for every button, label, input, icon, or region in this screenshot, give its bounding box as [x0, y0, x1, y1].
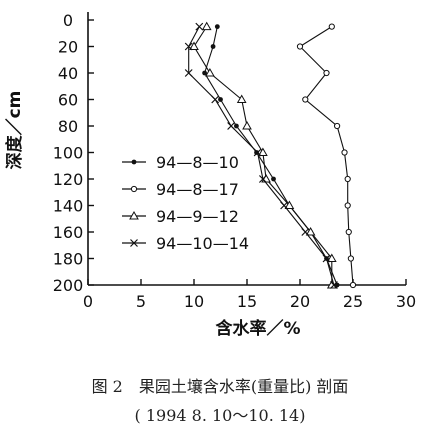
data-point — [184, 42, 193, 51]
data-point — [258, 175, 267, 183]
x-axis-label: 含水率／% — [215, 318, 300, 339]
data-point — [334, 122, 341, 130]
data-point — [184, 69, 193, 77]
data-point — [296, 43, 304, 50]
data-point — [130, 185, 138, 193]
series-4 — [184, 22, 338, 289]
data-point — [280, 201, 289, 210]
x-tick-label: 5 — [136, 292, 146, 311]
y-tick-label: 80 — [58, 117, 78, 136]
data-point — [341, 149, 348, 156]
data-point — [284, 200, 295, 209]
data-point — [189, 41, 199, 50]
data-point — [195, 22, 204, 31]
data-point — [234, 123, 239, 129]
x-tick-label: 30 — [396, 292, 416, 311]
data-point — [201, 21, 212, 31]
y-tick-label: 0 — [63, 11, 73, 30]
data-point — [130, 239, 138, 247]
y-tick-label: 40 — [58, 64, 78, 83]
y-tick-label: 20 — [58, 38, 78, 57]
figure-caption-title: 图 2 果园土壤含水率(重量比) 剖面 — [91, 377, 349, 396]
y-axis-label: 深度／cm — [4, 91, 25, 170]
data-point — [302, 96, 309, 103]
legend-item: 94—8—10 — [122, 153, 239, 172]
data-point — [323, 69, 330, 77]
data-point — [131, 159, 137, 165]
y-tick-label: 160 — [53, 223, 84, 242]
data-point — [205, 67, 215, 77]
x-tick-label: 15 — [237, 292, 257, 311]
data-point — [242, 120, 252, 130]
series-layer — [184, 21, 357, 289]
data-point — [322, 254, 331, 263]
y-tick-label: 60 — [58, 91, 78, 110]
data-point — [344, 175, 351, 183]
y-tick-label: 200 — [53, 276, 84, 295]
data-point — [328, 23, 335, 30]
data-point — [129, 210, 139, 220]
series-line — [299, 26, 354, 286]
data-point — [344, 202, 351, 209]
x-tick-label: 10 — [184, 292, 204, 311]
data-point — [326, 253, 337, 262]
data-point — [202, 70, 208, 76]
legend-label: 94—10—14 — [156, 234, 249, 253]
y-tick-label: 180 — [53, 250, 84, 269]
data-point — [345, 228, 352, 236]
data-point — [305, 226, 316, 236]
legend-label: 94—8—10 — [156, 153, 239, 172]
legend-label: 94—8—17 — [156, 180, 239, 199]
data-point — [347, 255, 354, 262]
data-point — [253, 148, 262, 157]
legend-item: 94—10—14 — [122, 234, 249, 253]
data-point — [271, 176, 276, 182]
data-point — [211, 95, 220, 104]
legend: 94—8—10 94—8—17 94—9—12 94—10—14 — [122, 153, 249, 253]
legend-label: 94—9—12 — [156, 207, 239, 226]
data-point — [349, 281, 357, 289]
data-point — [236, 94, 247, 103]
legend-item: 94—9—12 — [122, 207, 239, 226]
series-2 — [296, 23, 357, 289]
x-tick-label: 25 — [343, 292, 363, 311]
data-point — [227, 122, 236, 130]
x-tick-label: 20 — [290, 292, 310, 311]
y-tick-label: 120 — [53, 170, 84, 189]
figure-caption-subtitle: ( 1994 8. 10～10. 14) — [134, 406, 306, 425]
legend-item: 94—8—17 — [122, 180, 239, 199]
y-tick-label: 140 — [53, 197, 84, 216]
x-tick-label: 0 — [83, 292, 93, 311]
data-point — [258, 147, 268, 156]
data-point — [218, 97, 223, 102]
y-tick-label: 100 — [53, 144, 84, 163]
data-point — [301, 228, 310, 236]
data-point — [214, 24, 220, 30]
data-point — [210, 44, 216, 49]
data-point — [329, 281, 338, 289]
series-3 — [189, 21, 337, 289]
